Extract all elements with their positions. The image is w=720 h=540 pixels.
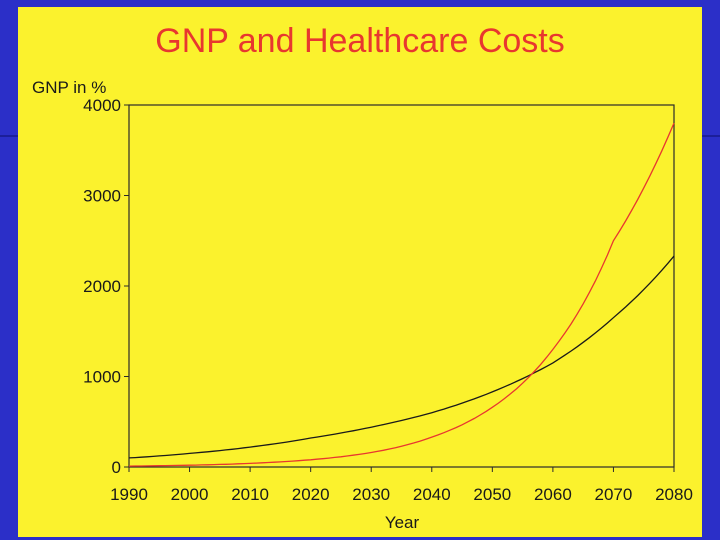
series-line-1: [128, 255, 675, 459]
x-tick-label: 2000: [171, 485, 209, 504]
x-tick-label: 2070: [595, 485, 633, 504]
x-tick-label: 2080: [655, 485, 693, 504]
series-line-2: [128, 122, 675, 467]
x-axis-label: Year: [385, 513, 420, 532]
y-tick-label: 4000: [83, 96, 121, 115]
chart-marks: 0 1000 2000 3000 4000 1990 2000 2010 2020 2030 204…: [83, 96, 693, 504]
chart-title: GNP and Healthcare Costs: [155, 22, 564, 60]
x-tick-label: 2010: [231, 485, 269, 504]
slide-panel: [18, 7, 702, 537]
y-tick-label: 0: [112, 458, 121, 477]
y-tick-label: 1000: [83, 368, 121, 387]
x-tick-label: 2030: [352, 485, 390, 504]
x-tick-label: 2060: [534, 485, 572, 504]
x-tick-label: 1990: [110, 485, 148, 504]
y-tick-label: 3000: [83, 187, 121, 206]
y-axis-label: GNP in %: [32, 78, 106, 97]
x-tick-label: 2050: [473, 485, 511, 504]
x-tick-label: 2040: [413, 485, 451, 504]
y-tick-label: 2000: [83, 277, 121, 296]
x-tick-label: 2020: [292, 485, 330, 504]
